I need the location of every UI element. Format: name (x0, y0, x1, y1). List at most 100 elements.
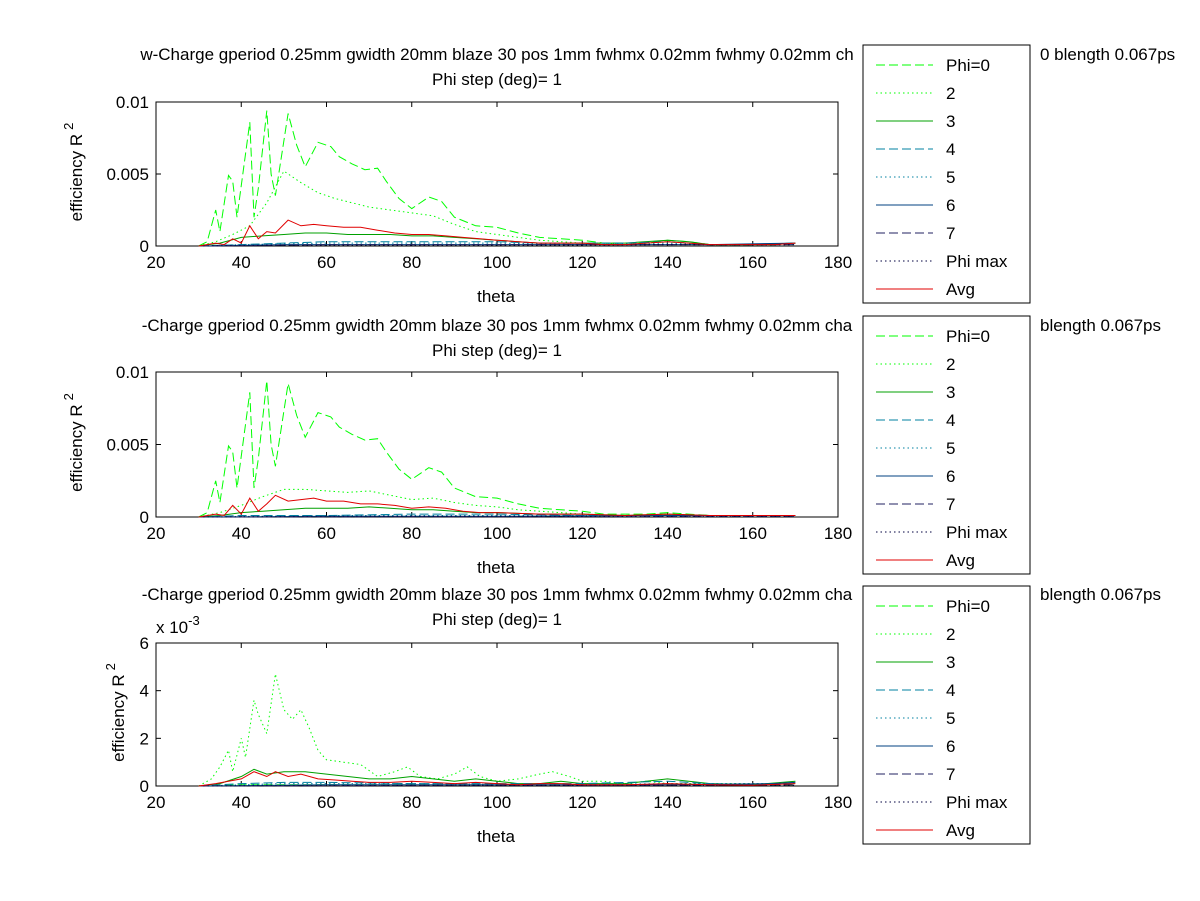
x-tick-label: 40 (232, 253, 251, 272)
legend-label: 3 (946, 112, 955, 131)
chart-title-tail: blength 0.067ps (1040, 585, 1161, 604)
legend-label: Phi=0 (946, 56, 990, 75)
x-tick-label: 140 (653, 253, 681, 272)
x-axis-label: theta (477, 558, 515, 577)
chart-title-tail: blength 0.067ps (1040, 316, 1161, 335)
series-group (198, 673, 796, 787)
legend: Phi=0 2 3 4 5 6 7 Phi max Avg (862, 315, 1031, 575)
x-tick-label: 60 (317, 253, 336, 272)
y-tick-label: 0.005 (106, 436, 149, 455)
legend-label: 7 (946, 224, 955, 243)
y-tick-label: 4 (140, 682, 149, 701)
legend-label: 6 (946, 467, 955, 486)
x-tick-label: 120 (568, 793, 596, 812)
x-tick-label: 100 (483, 253, 511, 272)
x-tick-label: 40 (232, 524, 251, 543)
chart-panel-1: w-Charge gperiod 0.25mm gwidth 20mm blaz… (61, 44, 1175, 306)
series-line-5 (198, 242, 796, 247)
legend-label: Phi max (946, 523, 1008, 542)
legend-box (862, 585, 1031, 845)
chart-subtitle: Phi step (deg)= 1 (432, 610, 562, 629)
axes-box (155, 642, 839, 787)
legend-label: 2 (946, 625, 955, 644)
chart-subtitle: Phi step (deg)= 1 (432, 341, 562, 360)
series-line-8 (198, 244, 796, 247)
x-tick-label: 140 (653, 793, 681, 812)
legend-label: Avg (946, 280, 975, 299)
x-tick-label: 120 (568, 253, 596, 272)
chart-title: w-Charge gperiod 0.25mm gwidth 20mm blaz… (139, 45, 853, 64)
legend-label: 2 (946, 355, 955, 374)
legend-box (862, 44, 1031, 304)
series-line-9 (198, 494, 796, 518)
legend-label: 3 (946, 383, 955, 402)
legend: Phi=0 2 3 4 5 6 7 Phi max Avg (862, 585, 1031, 845)
series-line-1 (198, 380, 796, 518)
legend-label: 7 (946, 495, 955, 514)
x-axis-label: theta (477, 287, 515, 306)
x-axis-label: theta (477, 827, 515, 846)
x-tick-label: 100 (483, 793, 511, 812)
x-tick-label: 20 (147, 253, 166, 272)
y-tick-label: 0 (140, 508, 149, 527)
legend-label: 5 (946, 709, 955, 728)
series-line-9 (198, 771, 796, 787)
x-tick-label: 40 (232, 793, 251, 812)
legend-label: Phi max (946, 793, 1008, 812)
legend-label: Phi max (946, 252, 1008, 271)
legend-label: 4 (946, 681, 955, 700)
axes-box (155, 371, 839, 518)
legend-label: Avg (946, 821, 975, 840)
series-line-4 (198, 513, 796, 518)
x-tick-label: 180 (824, 524, 852, 543)
legend-label: 4 (946, 140, 955, 159)
x-tick-label: 120 (568, 524, 596, 543)
chart-panel-3: -Charge gperiod 0.25mm gwidth 20mm blaze… (103, 585, 1161, 846)
chart-title: -Charge gperiod 0.25mm gwidth 20mm blaze… (142, 585, 853, 604)
y-tick-label: 2 (140, 729, 149, 748)
x-tick-label: 80 (402, 793, 421, 812)
y-tick-label: 0.01 (116, 93, 149, 112)
legend-label: 5 (946, 168, 955, 187)
legend: Phi=0 2 3 4 5 6 7 Phi max Avg (862, 44, 1031, 304)
y-tick-label: 0 (140, 777, 149, 796)
legend-label: 2 (946, 84, 955, 103)
x-tick-label: 160 (739, 524, 767, 543)
legend-box (862, 315, 1031, 575)
y-tick-label: 6 (140, 634, 149, 653)
x-tick-label: 180 (824, 253, 852, 272)
x-tick-label: 60 (317, 524, 336, 543)
series-group (198, 110, 796, 247)
chart-panel-2: -Charge gperiod 0.25mm gwidth 20mm blaze… (61, 315, 1161, 577)
series-line-8 (198, 784, 796, 787)
x-tick-label: 60 (317, 793, 336, 812)
legend-label: Avg (946, 551, 975, 570)
x-tick-label: 80 (402, 524, 421, 543)
chart-title: -Charge gperiod 0.25mm gwidth 20mm blaze… (142, 316, 853, 335)
x-tick-label: 100 (483, 524, 511, 543)
legend-label: 3 (946, 653, 955, 672)
x-tick-label: 160 (739, 793, 767, 812)
chart-title-tail: 0 blength 0.067ps (1040, 45, 1175, 64)
x-tick-label: 140 (653, 524, 681, 543)
series-line-5 (198, 515, 796, 518)
x-tick-label: 180 (824, 793, 852, 812)
legend-label: 7 (946, 765, 955, 784)
axes-box (155, 101, 839, 247)
y-tick-label: 0.01 (116, 363, 149, 382)
chart-subtitle: Phi step (deg)= 1 (432, 70, 562, 89)
legend-label: Phi=0 (946, 327, 990, 346)
legend-label: 4 (946, 411, 955, 430)
x-tick-label: 80 (402, 253, 421, 272)
legend-label: 5 (946, 439, 955, 458)
series-line-3 (198, 232, 796, 247)
y-tick-label: 0 (140, 237, 149, 256)
series-group (198, 380, 796, 518)
x-tick-label: 160 (739, 253, 767, 272)
x-tick-label: 20 (147, 524, 166, 543)
x-tick-label: 20 (147, 793, 166, 812)
legend-label: Phi=0 (946, 597, 990, 616)
legend-label: 6 (946, 737, 955, 756)
legend-label: 6 (946, 196, 955, 215)
